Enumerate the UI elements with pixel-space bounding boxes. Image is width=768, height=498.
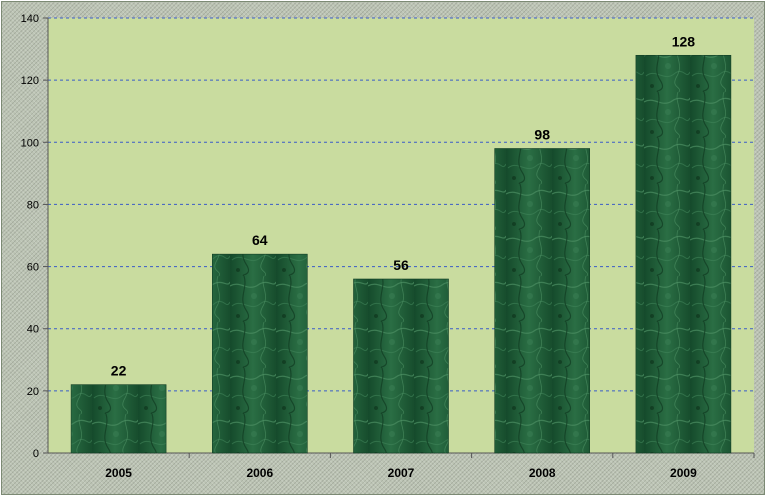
x-tick-label: 2009: [670, 466, 697, 480]
y-tick-label: 60: [27, 262, 39, 274]
data-label: 22: [111, 363, 127, 379]
x-tick-label: 2007: [388, 466, 415, 480]
y-tick-label: 140: [21, 13, 39, 25]
y-tick-label: 120: [21, 75, 39, 87]
y-tick-label: 100: [21, 137, 39, 149]
data-label: 128: [672, 33, 696, 49]
bar-2005: [70, 384, 167, 454]
bar-2006: [212, 253, 308, 454]
y-tick-label: 40: [27, 324, 39, 336]
bar-2008: [494, 148, 591, 454]
data-label: 64: [252, 232, 268, 248]
y-tick-label: 80: [27, 199, 39, 211]
bar-2007: [353, 278, 449, 454]
bar-2009: [635, 54, 732, 454]
data-label: 56: [393, 257, 409, 273]
x-tick-label: 2006: [246, 466, 273, 480]
x-tick-label: 2005: [105, 466, 132, 480]
x-tick-label: 2008: [529, 466, 556, 480]
y-tick-label: 0: [33, 448, 39, 460]
data-label: 98: [534, 127, 550, 143]
y-tick-label: 20: [27, 386, 39, 398]
